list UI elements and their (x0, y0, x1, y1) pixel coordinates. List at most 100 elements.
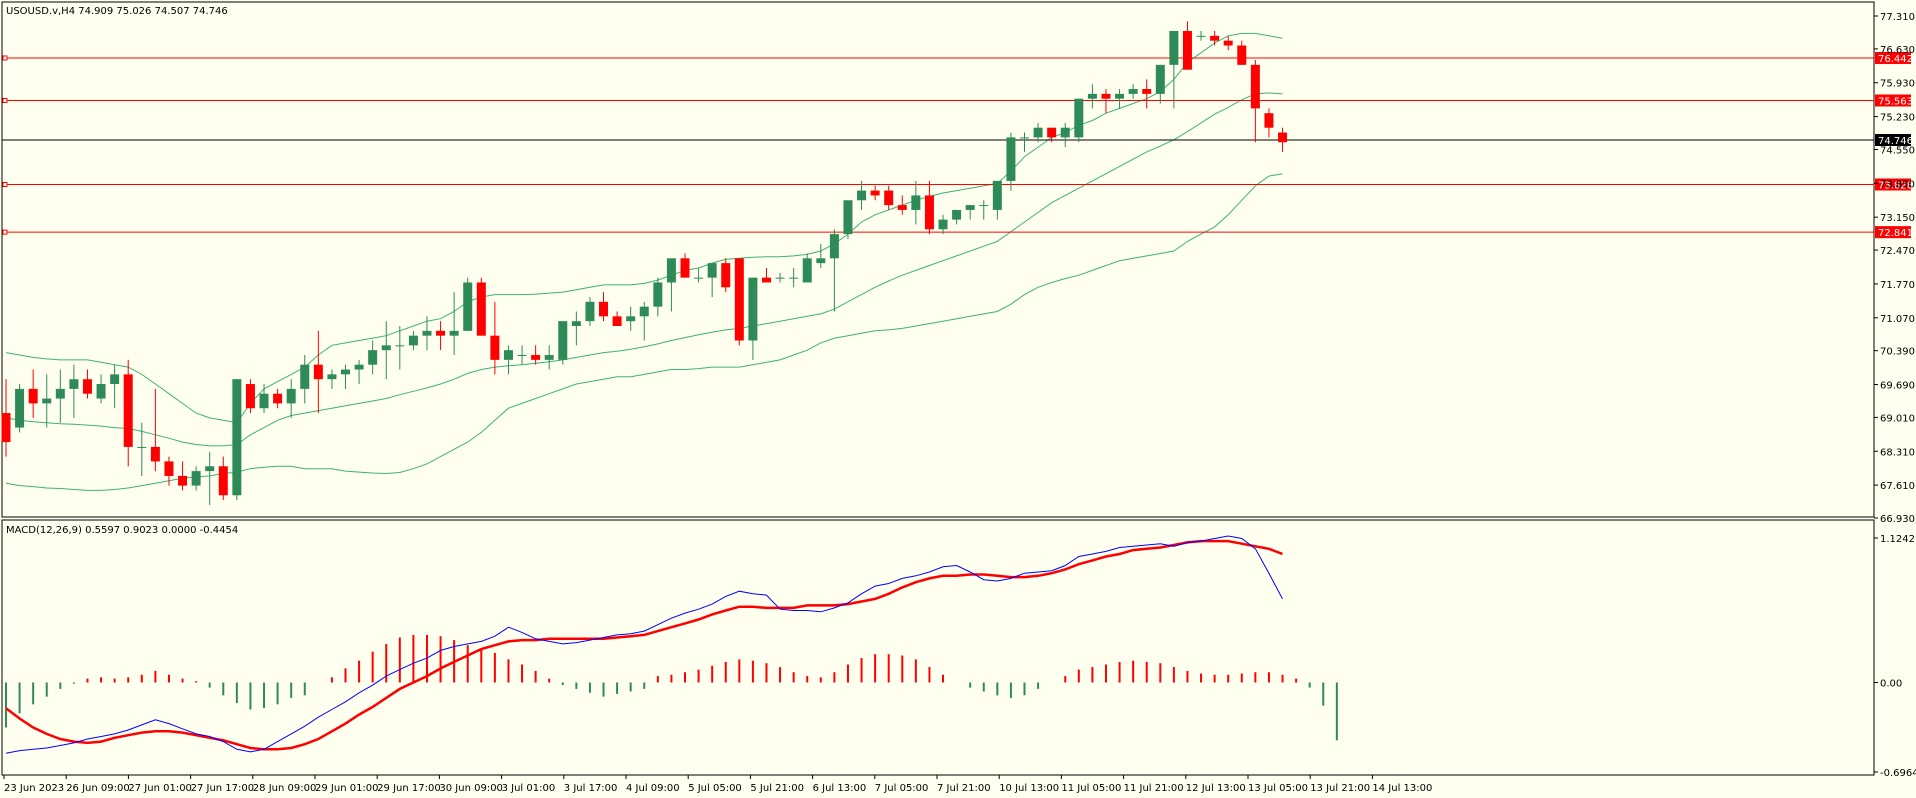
candle-body (1196, 35, 1206, 37)
candle-body (15, 388, 25, 428)
candle-body (789, 277, 799, 279)
time-tick-label: 11 Jul 05:00 (1061, 783, 1121, 794)
price-tick-label: 71.070 (1880, 314, 1915, 325)
candle-body (558, 321, 568, 360)
candle-body (1020, 137, 1029, 139)
candle-body (666, 258, 676, 283)
candle-body (1264, 113, 1274, 128)
candle-body (734, 258, 744, 341)
macd-tick-label: 0.00 (1880, 678, 1902, 689)
candle-body (1006, 137, 1016, 181)
price-tick-label: 75.230 (1880, 113, 1915, 124)
candles (1, 21, 1288, 505)
candle-body (952, 209, 962, 220)
candle-body (843, 200, 853, 235)
time-tick-label: 6 Jul 13:00 (813, 783, 867, 794)
candle-body (748, 277, 758, 341)
price-tick-label: 68.310 (1880, 447, 1915, 458)
time-tick-label: 13 Jul 05:00 (1248, 783, 1308, 794)
price-axis: 77.310 76.630 75.930 75.230 74.550 73.850 73.1… (1874, 12, 1915, 525)
price-tick-label: 71.770 (1880, 280, 1915, 291)
candle-body (1210, 35, 1220, 41)
candle-body (286, 388, 296, 404)
candle-body (300, 364, 310, 389)
candle-body (327, 374, 337, 380)
symbol-header: USOUSD.v,H4 74.909 75.026 74.507 74.746 (6, 6, 228, 17)
time-tick-label: 29 Jun 01:00 (315, 783, 379, 794)
time-tick-label: 3 Jul 01:00 (502, 783, 556, 794)
candle-body (164, 461, 174, 476)
time-tick-label: 11 Jul 21:00 (1124, 783, 1184, 794)
time-tick-label: 26 Jun 09:00 (66, 783, 130, 794)
candle-body (531, 355, 541, 360)
time-tick-label: 5 Jul 05:00 (688, 783, 742, 794)
candle-body (449, 330, 459, 336)
level-tag-3 (1875, 226, 1911, 239)
level-tag-label-1: 75.563 (1878, 96, 1913, 107)
candle-body (28, 388, 38, 404)
candle-body (354, 364, 364, 370)
price-tick-label: 76.630 (1880, 45, 1915, 56)
candle-body (599, 301, 609, 317)
candle-body (1278, 132, 1288, 143)
macd-tick-label: 1.1242 (1880, 534, 1915, 545)
candle-body (232, 379, 242, 496)
candle-body (965, 205, 975, 210)
candle-body (245, 384, 255, 409)
candle-body (1115, 93, 1125, 99)
candle-body (408, 335, 418, 346)
level-handle-3[interactable] (2, 229, 8, 235)
candle-body (96, 384, 106, 399)
level-handle-2[interactable] (2, 181, 8, 187)
candle-body (42, 398, 52, 404)
time-tick-label: 4 Jul 09:00 (626, 783, 680, 794)
price-tick-label: 73.150 (1880, 213, 1915, 224)
time-tick-label: 30 Jun 09:00 (439, 783, 503, 794)
candle-body (259, 393, 269, 409)
time-tick-label: 7 Jul 21:00 (937, 783, 991, 794)
horizontal-levels[interactable]: 76.442 75.563 73.826 72.841 74.746 (2, 51, 1913, 239)
level-tag-2 (1875, 178, 1911, 191)
level-tag-1 (1875, 94, 1911, 107)
candle-body (1, 413, 11, 443)
time-tick-label: 23 Jun 2023 (4, 783, 64, 794)
time-tick-label: 29 Jun 17:00 (377, 783, 441, 794)
candle-body (924, 195, 934, 230)
candle-body (503, 350, 513, 360)
level-handle-0[interactable] (2, 55, 8, 61)
level-handle-1[interactable] (2, 97, 8, 103)
candle-body (341, 369, 350, 375)
candle-body (1182, 30, 1192, 70)
candle-body (150, 446, 160, 462)
candle-body (490, 335, 500, 360)
candle-body (626, 316, 636, 322)
candle-body (395, 345, 405, 347)
candle-body (884, 190, 894, 206)
candle-body (123, 374, 133, 447)
candle-body (110, 374, 120, 385)
price-tick-label: 75.930 (1880, 79, 1915, 90)
candle-body (368, 350, 378, 365)
time-tick-label: 12 Jul 13:00 (1186, 783, 1246, 794)
time-tick-label: 14 Jul 13:00 (1372, 783, 1432, 794)
candle-body (1250, 64, 1260, 109)
price-tick-label: 77.310 (1880, 12, 1915, 23)
candle-body (857, 190, 867, 201)
candle-body (639, 306, 649, 317)
time-tick-label: 5 Jul 21:00 (750, 783, 804, 794)
candle-body (653, 282, 663, 307)
time-tick-label: 3 Jul 17:00 (564, 783, 618, 794)
price-tick-label: 73.850 (1880, 179, 1915, 190)
candle-body (1087, 93, 1097, 99)
candle-body (55, 388, 65, 399)
macd-pane-frame (1, 519, 1875, 776)
level-tag-label-3: 72.841 (1878, 228, 1913, 239)
candle-body (694, 277, 704, 279)
candle-body (992, 180, 1002, 210)
price-tick-label: 74.550 (1880, 145, 1915, 156)
candle-body (137, 446, 147, 448)
candle-body (463, 282, 473, 331)
